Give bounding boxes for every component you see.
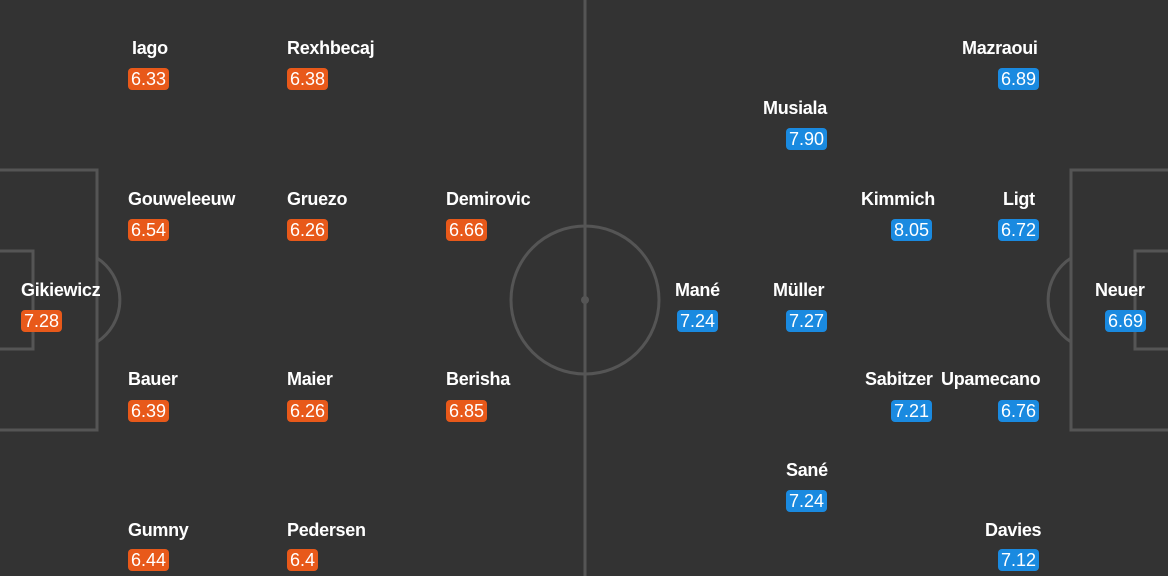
rating-badge: 7.21 bbox=[891, 400, 933, 422]
rating-badge: 6.72 bbox=[998, 219, 1040, 241]
rating-badge: 6.26 bbox=[287, 400, 329, 422]
rating-badge: 7.28 bbox=[21, 310, 63, 332]
rating-badge: 7.12 bbox=[998, 549, 1040, 571]
player-name: Mazraoui bbox=[962, 38, 1038, 58]
player-name: Upamecano bbox=[941, 369, 1041, 389]
rating-badge: 6.38 bbox=[287, 68, 329, 90]
rating-badge: 6.69 bbox=[1105, 310, 1147, 332]
rating-badge: 6.44 bbox=[128, 549, 170, 571]
left-penalty-arc bbox=[96, 256, 122, 344]
player-name: Gikiewicz bbox=[21, 280, 101, 300]
center-circle bbox=[509, 224, 661, 376]
player-name: Sané bbox=[786, 460, 828, 480]
center-spot bbox=[581, 296, 589, 304]
rating-badge: 6.85 bbox=[446, 400, 488, 422]
rating-badge: 6.26 bbox=[287, 219, 329, 241]
right-penalty-box bbox=[1069, 168, 1168, 432]
player-name: Rexhbecaj bbox=[287, 38, 375, 58]
player-name: Pedersen bbox=[287, 520, 366, 540]
rating-badge: 7.90 bbox=[786, 128, 828, 150]
player-name: Mané bbox=[675, 280, 720, 300]
player-name: Sabitzer bbox=[865, 369, 933, 389]
left-goal-box bbox=[0, 249, 35, 351]
rating-badge: 6.54 bbox=[128, 219, 170, 241]
player-name: Kimmich bbox=[861, 189, 935, 209]
rating-badge: 8.05 bbox=[891, 219, 933, 241]
player-name: Ligt bbox=[1003, 189, 1035, 209]
rating-badge: 6.76 bbox=[998, 400, 1040, 422]
player-name: Iago bbox=[132, 38, 168, 58]
player-name: Müller bbox=[773, 280, 825, 300]
player-name: Demirovic bbox=[446, 189, 531, 209]
rating-badge: 6.4 bbox=[287, 549, 319, 571]
rating-badge: 6.66 bbox=[446, 219, 488, 241]
player-name: Berisha bbox=[446, 369, 510, 389]
rating-badge: 7.24 bbox=[677, 310, 719, 332]
player-name: Gouweleeuw bbox=[128, 189, 236, 209]
rating-badge: 6.39 bbox=[128, 400, 170, 422]
player-name: Gruezo bbox=[287, 189, 348, 209]
player-name: Bauer bbox=[128, 369, 178, 389]
rating-badge: 6.89 bbox=[998, 68, 1040, 90]
player-name: Davies bbox=[985, 520, 1042, 540]
left-penalty-box bbox=[0, 168, 99, 432]
rating-badge: 7.24 bbox=[786, 490, 828, 512]
rating-badge: 6.33 bbox=[128, 68, 170, 90]
player-name: Gumny bbox=[128, 520, 189, 540]
right-goal-box bbox=[1133, 249, 1168, 351]
player-name: Neuer bbox=[1095, 280, 1145, 300]
rating-badge: 7.27 bbox=[786, 310, 828, 332]
player-name: Musiala bbox=[763, 98, 827, 118]
player-name: Maier bbox=[287, 369, 333, 389]
right-penalty-arc bbox=[1046, 256, 1072, 344]
